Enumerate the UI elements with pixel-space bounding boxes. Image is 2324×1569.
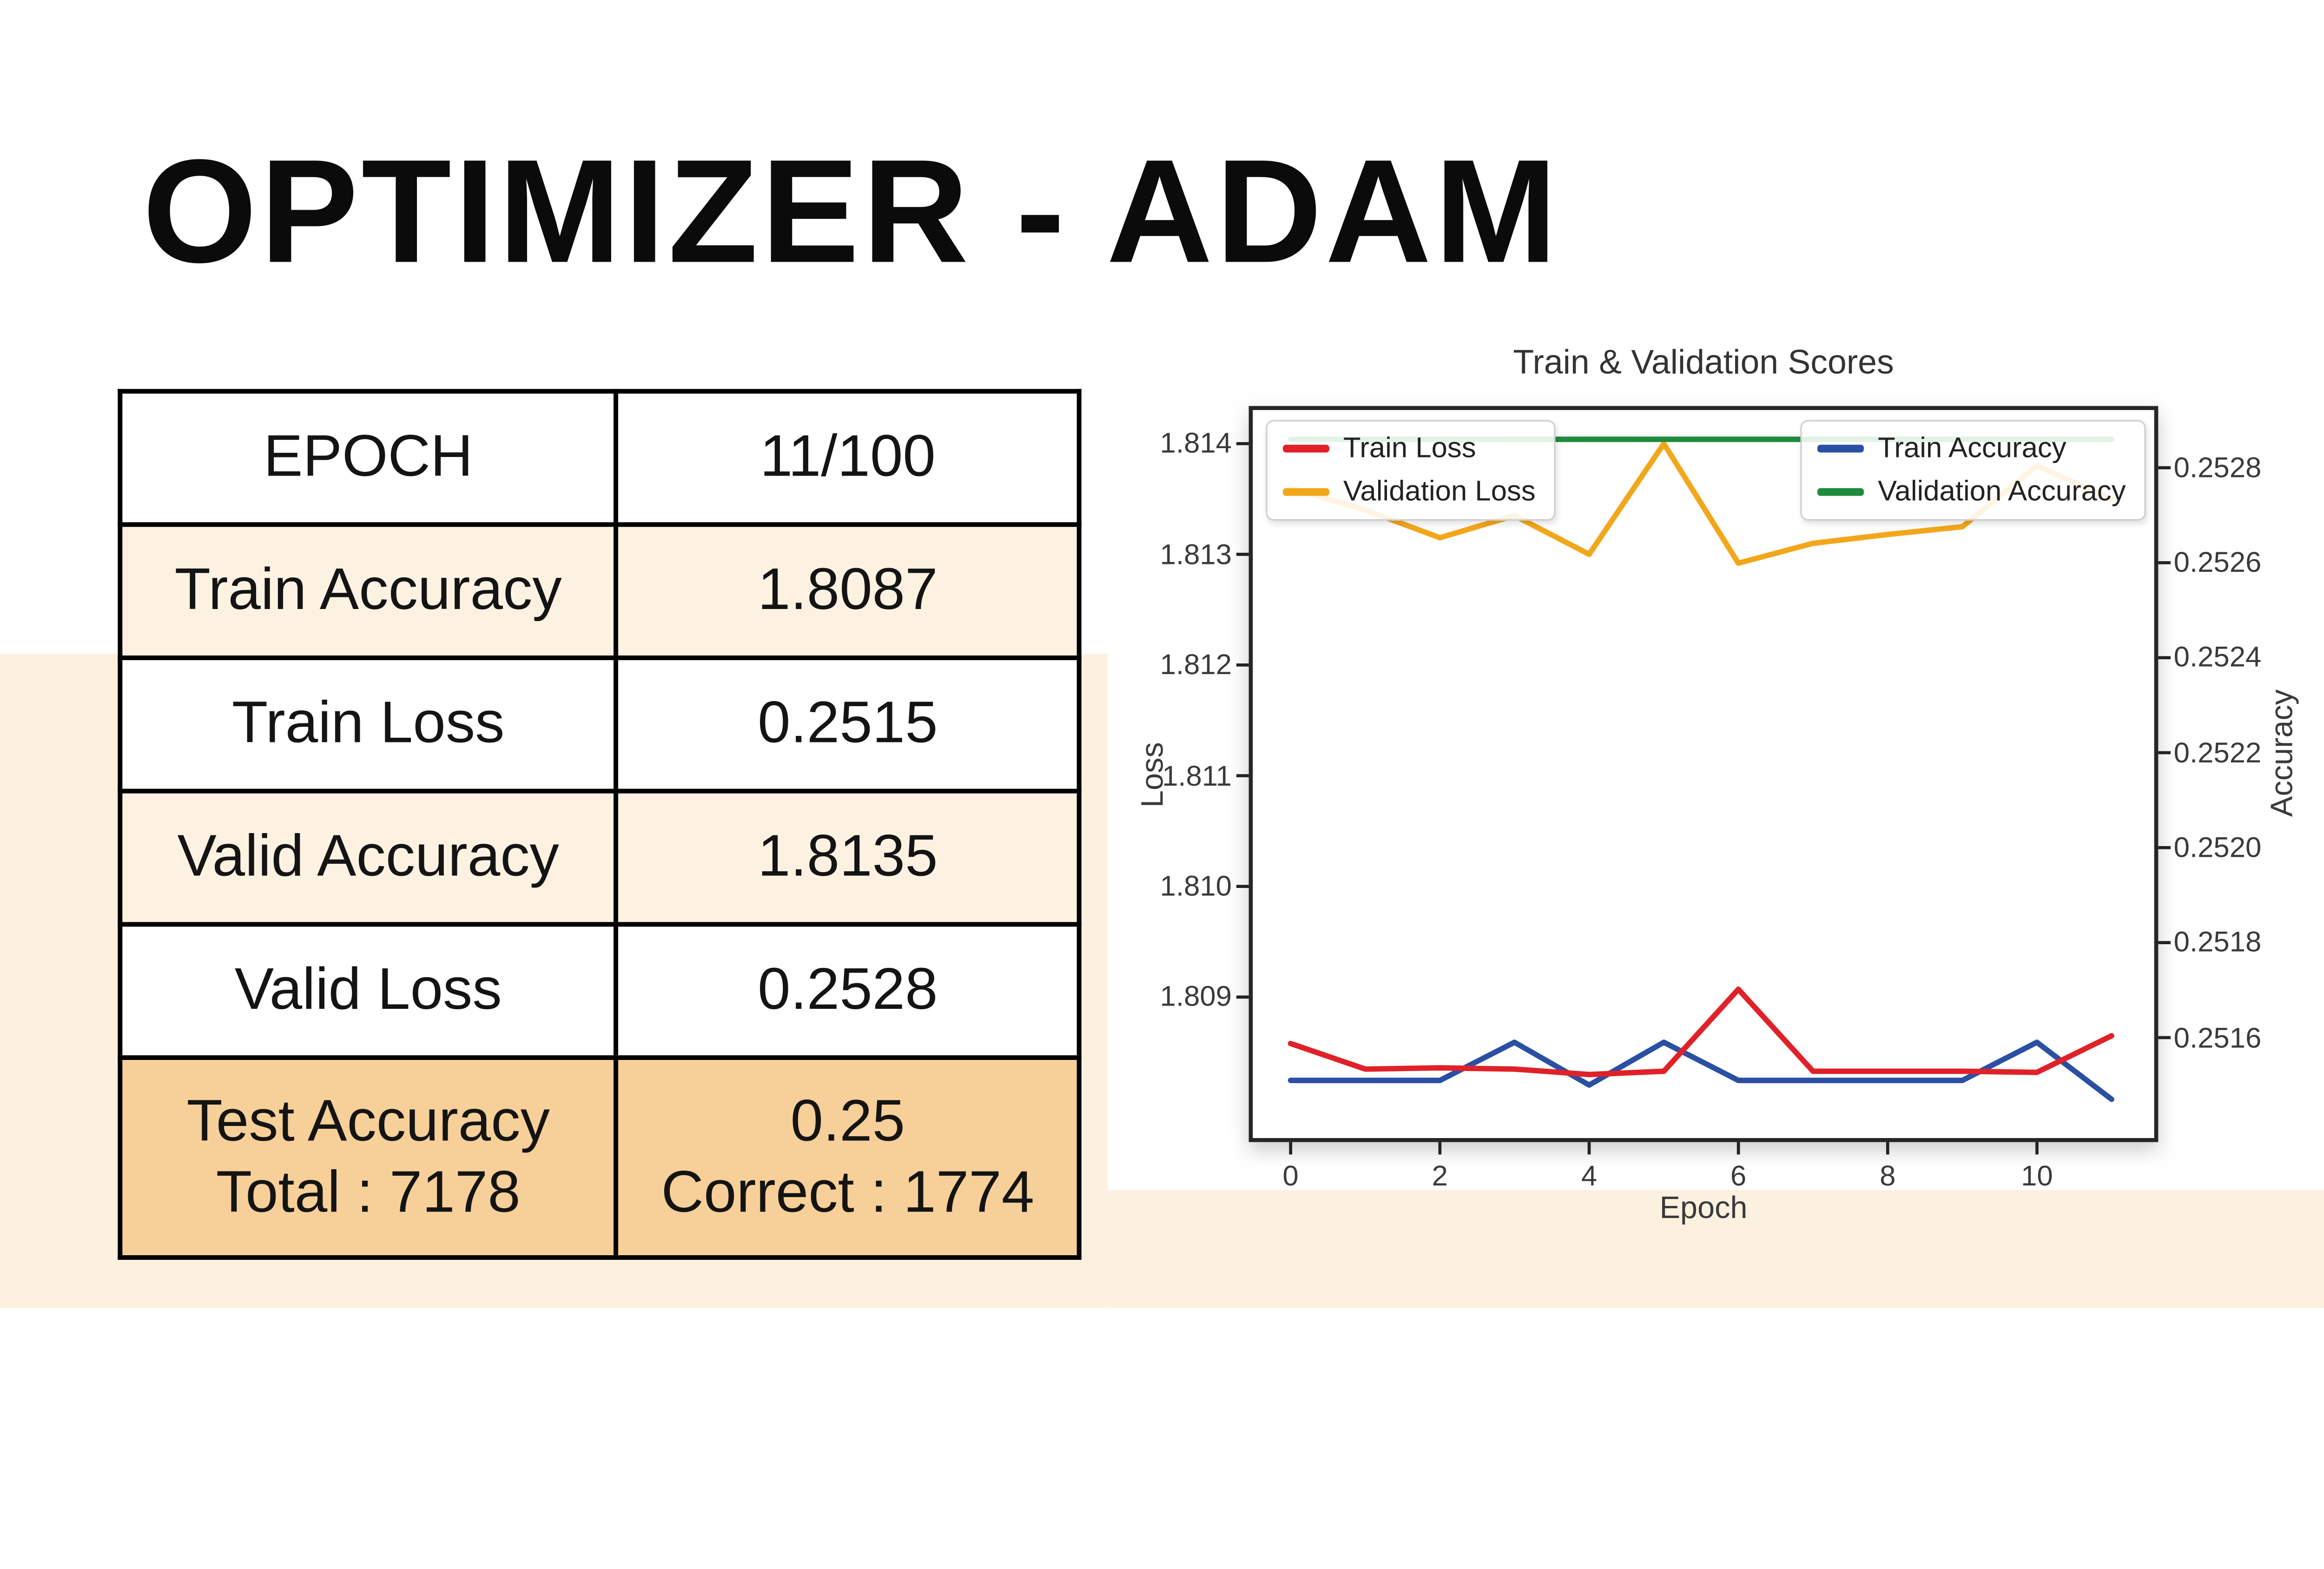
axis-tick-label: 1.812 xyxy=(1160,648,1232,681)
legend-swatch xyxy=(1283,444,1329,452)
metric-text: 0.2528 xyxy=(758,958,938,1024)
slide: OPTIMIZER - ADAM EPOCH 11/100 Train Accura… xyxy=(0,130,2324,1308)
legend-item: Train Loss xyxy=(1283,431,1536,465)
metric-text: Valid Loss xyxy=(234,958,502,1024)
x-axis-label: Epoch xyxy=(1659,1192,1748,1226)
axis-tick-label: 0.2520 xyxy=(2173,830,2262,863)
metric-value-cell: 11/100 xyxy=(614,389,1082,527)
axis-tick-label: 1.811 xyxy=(1162,758,1232,791)
axis-tick-label: 0.2516 xyxy=(2173,1020,2262,1053)
metric-value-cell: 0.2515 xyxy=(614,655,1082,794)
metric-text: Train Accuracy xyxy=(174,558,562,624)
legend-label: Validation Loss xyxy=(1343,474,1536,507)
metric-label-cell: EPOCH xyxy=(118,389,619,527)
axis-tick-label: 2 xyxy=(1432,1159,1448,1192)
table-row: EPOCH 11/100 xyxy=(118,389,1082,527)
metric-label-cell: Valid Accuracy xyxy=(118,788,619,927)
metrics-table: EPOCH 11/100 Train Accuracy 1.8087 Train Los… xyxy=(118,389,1082,1260)
table-row: Train Loss 0.2515 xyxy=(118,655,1082,794)
legend-label: Train Loss xyxy=(1343,430,1476,463)
metric-text: Train Loss xyxy=(231,691,505,757)
legend-item: Validation Accuracy xyxy=(1817,474,2126,508)
axis-tick-label: 8 xyxy=(1880,1159,1896,1192)
metric-value-cell: 1.8135 xyxy=(614,788,1082,927)
metric-text: 11/100 xyxy=(759,425,936,490)
table-row: Valid Accuracy 1.8135 xyxy=(118,788,1082,927)
metric-text: 1.8135 xyxy=(758,825,938,890)
legend-item: Validation Loss xyxy=(1283,474,1536,508)
background-accent-right xyxy=(1108,1190,2324,1308)
metric-text: 1.8087 xyxy=(758,558,938,624)
series-line-train-loss xyxy=(1287,986,2114,1078)
metric-label-cell: Valid Loss xyxy=(118,922,619,1060)
page-title: OPTIMIZER - ADAM xyxy=(142,130,1560,295)
legend-swatch xyxy=(1283,487,1329,495)
axis-tick-label: 6 xyxy=(1730,1159,1747,1192)
axis-tick-label: 10 xyxy=(2021,1159,2053,1192)
metric-value-cell: 0.2528 xyxy=(614,922,1082,1060)
legend-box-accuracy: Train Accuracy Validation Accuracy xyxy=(1800,420,2146,521)
axis-tick-label: 0.2518 xyxy=(2173,925,2262,958)
metric-label-cell: Train Loss xyxy=(118,655,619,794)
axis-tick-label: 0 xyxy=(1282,1159,1299,1192)
metric-text: Correct : 1774 xyxy=(661,1160,1035,1226)
legend-box-loss: Train Loss Validation Loss xyxy=(1266,420,1556,521)
axis-tick-label: 4 xyxy=(1581,1159,1598,1192)
metric-text: EPOCH xyxy=(263,425,473,490)
axis-tick-label: 1.814 xyxy=(1160,426,1232,459)
legend-swatch xyxy=(1817,444,1864,452)
legend-label: Validation Accuracy xyxy=(1878,474,2126,507)
legend-swatch xyxy=(1817,487,1864,495)
metric-value-cell: 1.8087 xyxy=(614,522,1082,661)
table-row: Test Accuracy Total : 7178 0.25 Correct : 1… xyxy=(118,1055,1082,1260)
metric-text: 0.2515 xyxy=(758,691,938,757)
metric-label-cell: Test Accuracy Total : 7178 xyxy=(118,1055,619,1260)
metric-text: Total : 7178 xyxy=(216,1160,521,1226)
table-row: Valid Loss 0.2528 xyxy=(118,922,1082,1060)
axis-tick-label: 0.2528 xyxy=(2173,450,2262,483)
chart-title: Train & Validation Scores xyxy=(1513,342,1894,381)
legend-item: Train Accuracy xyxy=(1817,431,2126,465)
metric-text: Test Accuracy xyxy=(186,1089,550,1154)
plot-border xyxy=(1248,406,2159,1142)
axis-tick-label: 1.809 xyxy=(1160,980,1232,1013)
axis-tick-label: 1.813 xyxy=(1160,537,1232,570)
y-axis-label-right: Accuracy xyxy=(2266,689,2300,817)
metric-text: 0.25 xyxy=(790,1089,905,1154)
table-row: Train Accuracy 1.8087 xyxy=(118,522,1082,661)
metric-value-cell: 0.25 Correct : 1774 xyxy=(614,1055,1082,1260)
legend-label: Train Accuracy xyxy=(1878,430,2067,463)
metric-label-cell: Train Accuracy xyxy=(118,522,619,661)
axis-tick-label: 0.2524 xyxy=(2173,641,2262,674)
metric-text: Valid Accuracy xyxy=(177,825,559,890)
axis-tick-label: 0.2526 xyxy=(2173,545,2262,578)
plot-area xyxy=(1236,406,2171,1155)
axis-tick-label: 0.2522 xyxy=(2173,735,2262,768)
axis-tick-label: 1.810 xyxy=(1160,869,1232,902)
